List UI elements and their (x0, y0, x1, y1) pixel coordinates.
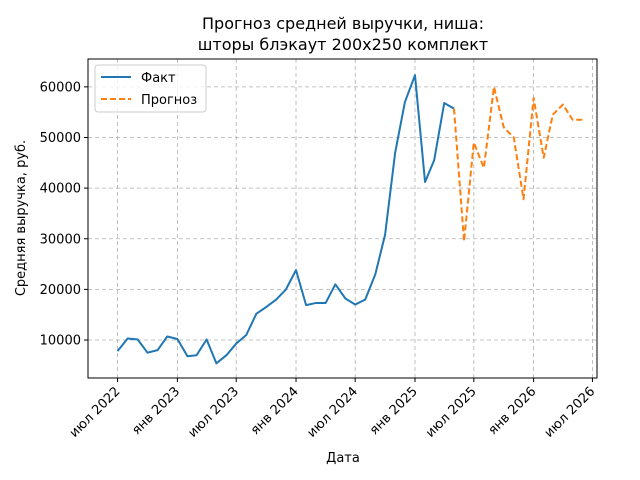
y-tick-label: 60000 (40, 80, 81, 95)
chart-title-line1: Прогноз средней выручки, ниша: (202, 14, 484, 33)
y-tick-label: 40000 (40, 182, 81, 197)
y-axis: 10000 20000 30000 40000 50000 60000 (40, 80, 88, 349)
y-tick-label: 50000 (40, 131, 81, 146)
chart-title-line2: шторы блэкаут 200x250 комплект (198, 35, 489, 54)
y-tick-label: 30000 (40, 232, 81, 247)
legend: Факт Прогноз (94, 64, 207, 113)
series-line-fact (116, 74, 455, 365)
x-axis-label: Дата (326, 451, 360, 466)
y-tick-label: 10000 (40, 334, 81, 349)
series-layer (116, 74, 583, 365)
y-axis-label: Средняя выручка, руб. (14, 140, 29, 296)
y-tick-label: 20000 (40, 283, 81, 298)
legend-label-fact: Факт (141, 71, 176, 86)
plot-frame (87, 58, 598, 379)
legend-label-forecast: Прогноз (141, 93, 197, 108)
series-line-forecast (452, 85, 583, 243)
